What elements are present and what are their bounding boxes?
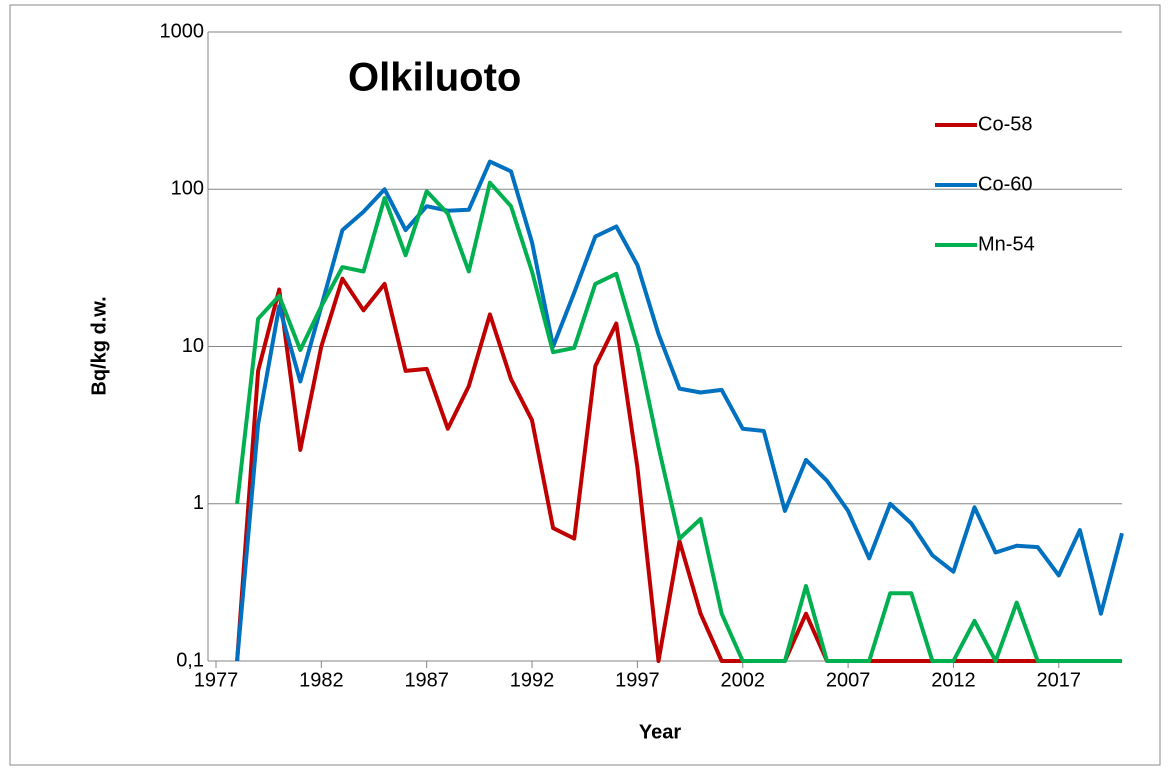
x-tick-label: 1992: [510, 669, 555, 691]
x-tick-label: 2017: [1037, 669, 1082, 691]
x-tick-label: 2012: [931, 669, 976, 691]
y-tick-label: 10: [182, 335, 204, 357]
series-line: [235, 180, 1122, 663]
legend-label: Co-60: [978, 173, 1032, 195]
legend-label: Mn-54: [978, 233, 1035, 255]
series-line: [235, 159, 1124, 662]
series-line: [235, 276, 1122, 663]
x-tick-label: 1977: [194, 669, 239, 691]
x-tick-label: 2007: [826, 669, 871, 691]
y-tick-label: 1: [193, 492, 204, 514]
x-tick-label: 2002: [720, 669, 765, 691]
chart-border: [9, 4, 1161, 766]
legend-label: Co-58: [978, 113, 1032, 135]
y-tick-label: 100: [171, 178, 204, 200]
y-axis-label: Bq/kg d.w.: [88, 296, 110, 395]
x-tick-label: 1982: [299, 669, 344, 691]
y-tick-label: 1000: [160, 20, 205, 42]
chart-title: Olkiluoto: [348, 56, 521, 100]
y-tick-label: 0,1: [176, 649, 204, 671]
x-axis-label: Year: [639, 721, 681, 743]
x-tick-label: 1987: [404, 669, 449, 691]
x-tick-label: 1997: [615, 669, 660, 691]
